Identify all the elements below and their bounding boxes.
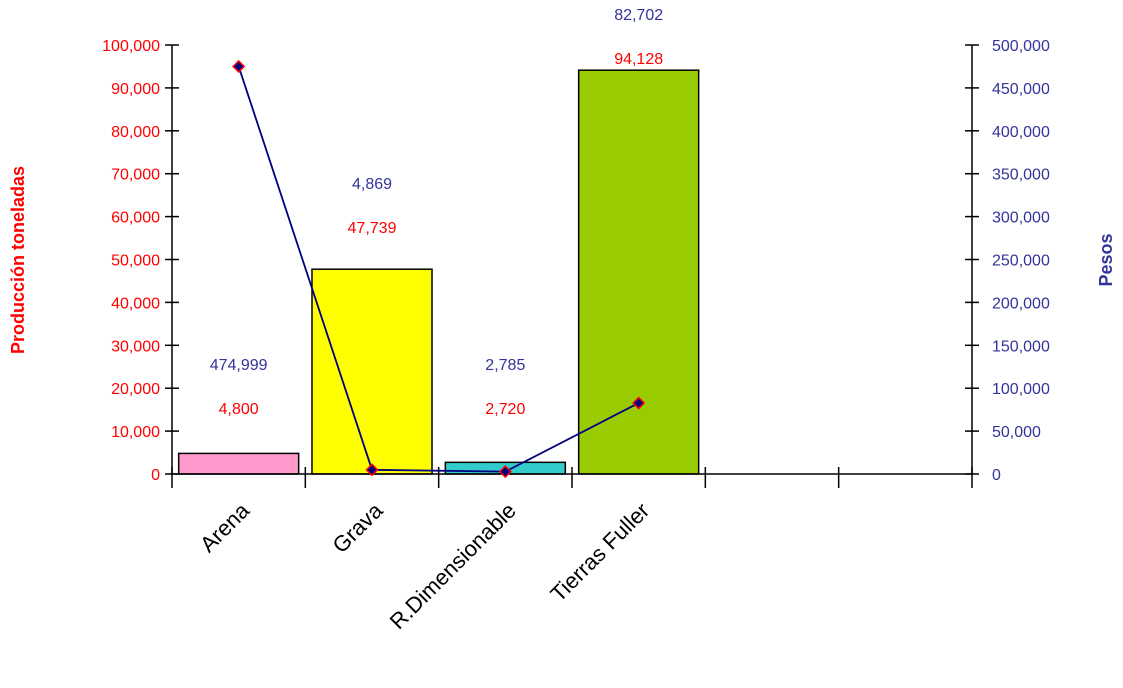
left-ticks-group: 0 10,000 20,000 30,000 40,000 50,000 60,000 70,… (102, 38, 179, 484)
line-value-label: 474,999 (210, 357, 268, 374)
y-tick-label-left: 30,000 (111, 338, 160, 355)
y-tick-label-left: 100,000 (102, 38, 160, 55)
line-value-label: 2,785 (485, 357, 525, 374)
pesos-series-line (237, 66, 640, 473)
y-tick-label-left: 80,000 (111, 124, 160, 141)
bar-value-label: 47,739 (348, 220, 397, 237)
category-label: Tierras Fuller (545, 498, 654, 607)
y-tick-label-right: 100,000 (992, 381, 1050, 398)
y-tick-label-left: 50,000 (111, 253, 160, 270)
y-tick-label-right: 500,000 (992, 38, 1050, 55)
pesos-series-marker (498, 465, 512, 479)
bar-value-label: 94,128 (614, 51, 663, 68)
line-value-label: 82,702 (614, 7, 663, 24)
y-tick-label-left: 70,000 (111, 167, 160, 184)
pesos-series-marker (232, 59, 246, 74)
category-label: R.Dimensionable (385, 498, 521, 634)
y-tick-label-left: 20,000 (111, 381, 160, 398)
bar-arena (177, 452, 300, 475)
pesos-series-marker (365, 463, 379, 477)
line-value-label: 4,869 (352, 176, 392, 193)
y-tick-label-right: 250,000 (992, 253, 1050, 270)
y-tick-label-right: 450,000 (992, 81, 1050, 98)
y-tick-label-right: 300,000 (992, 210, 1050, 227)
category-label: Grava (327, 497, 388, 558)
line-series-group (232, 59, 646, 479)
data-labels-group: 4,800 474,999 47,739 4,869 2,720 2,785 94,128 8… (210, 7, 663, 418)
y-axis-title-left: Producción toneladas (8, 166, 28, 354)
bar-tierras-fuller (577, 69, 700, 475)
bar-value-label: 4,800 (219, 401, 259, 418)
bars-group (177, 69, 700, 475)
y-tick-label-left: 40,000 (111, 295, 160, 312)
y-tick-label-right: 50,000 (992, 424, 1041, 441)
y-tick-label-right: 400,000 (992, 124, 1050, 141)
y-tick-label-left: 0 (151, 467, 160, 484)
y-tick-label-left: 90,000 (111, 81, 160, 98)
y-tick-label-right: 200,000 (992, 295, 1050, 312)
category-label: Arena (195, 497, 255, 557)
pesos-series-marker (632, 396, 646, 410)
y-tick-label-left: 60,000 (111, 210, 160, 227)
bar-grava (311, 268, 433, 475)
right-ticks-group: 0 50,000 100,000 150,000 200,000 250,000 300,0… (965, 38, 1050, 484)
axes-group (171, 45, 973, 488)
y-tick-label-right: 0 (992, 467, 1001, 484)
y-tick-label-left: 10,000 (111, 424, 160, 441)
y-tick-label-right: 150,000 (992, 338, 1050, 355)
bar-value-label: 2,720 (485, 401, 525, 418)
y-axis-title-right: Pesos (1096, 233, 1116, 286)
y-tick-label-right: 350,000 (992, 167, 1050, 184)
